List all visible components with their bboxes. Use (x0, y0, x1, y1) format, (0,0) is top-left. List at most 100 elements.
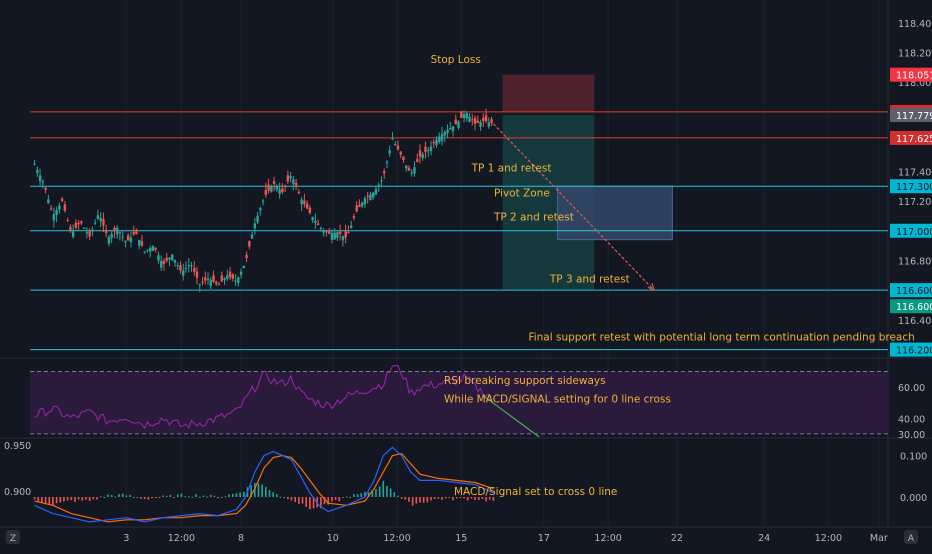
candle-body (250, 234, 254, 239)
rsi-band (30, 371, 888, 434)
candle-body (272, 181, 276, 185)
candle-body (440, 134, 444, 141)
candle-body (245, 254, 248, 259)
chart-annotation[interactable]: TP 1 and retest (471, 162, 552, 174)
time-tick-label: 12:00 (168, 533, 195, 544)
histogram-bar (136, 496, 139, 498)
candle-body (377, 184, 380, 186)
candle-body (138, 239, 141, 246)
candle-body (479, 122, 482, 127)
histogram-bar (485, 497, 487, 502)
candle-body (91, 229, 94, 231)
histogram-bar (309, 497, 311, 510)
candle-body (107, 237, 111, 244)
candle-body (168, 257, 171, 260)
candle-body (484, 115, 488, 122)
candle-body (60, 198, 64, 202)
chart-annotation[interactable]: Stop Loss (431, 54, 481, 66)
rsi-tick-label: 30.00 (898, 430, 925, 441)
candle-body (380, 180, 383, 182)
candle-body (190, 265, 193, 267)
histogram-bar (103, 496, 106, 498)
histogram-bar (63, 497, 65, 502)
auto-scale-button-label: A (908, 534, 915, 544)
histogram-bar (312, 497, 315, 509)
chart-annotation[interactable]: TP 3 and retest (549, 274, 630, 286)
histogram-bar (320, 497, 322, 509)
auto-scale-button[interactable] (904, 530, 918, 544)
histogram-bar (283, 496, 285, 498)
candle-body (347, 232, 350, 234)
time-tick-label: 10 (327, 533, 339, 544)
rsi-tick-label: 60.00 (898, 383, 925, 394)
histogram-bar (55, 497, 58, 504)
candle-body (93, 222, 97, 224)
histogram-bar (349, 497, 352, 498)
rsi-line (34, 364, 492, 430)
price-tick-label: 118.400 (898, 19, 932, 30)
histogram-bar (345, 496, 348, 498)
candle-body (314, 220, 317, 224)
histogram-bar (52, 497, 54, 506)
candle-body (286, 175, 290, 182)
candle-body (449, 127, 452, 130)
histogram-bar (342, 497, 344, 498)
candle-body (36, 169, 39, 174)
time-tick-label: 8 (238, 533, 244, 544)
histogram-bar (463, 497, 465, 499)
candle-body (394, 144, 397, 146)
macd-tick-label: 0.100 (900, 452, 927, 463)
candle-body (217, 284, 221, 286)
candle-body (206, 278, 210, 280)
candle-body (113, 227, 116, 231)
histogram-bar (198, 496, 201, 498)
candle-body (300, 199, 303, 205)
candle-body (115, 227, 119, 235)
rsi-annotation[interactable]: While MACD/SIGNAL setting for 0 line cro… (444, 394, 671, 406)
rsi-trend-line[interactable] (483, 395, 540, 438)
chart-annotation[interactable]: Pivot Zone (494, 188, 550, 200)
candle-body (140, 241, 144, 246)
stop-loss-zone[interactable] (502, 74, 595, 112)
price-tag-label: 116.600 (896, 302, 932, 313)
histogram-bar (459, 497, 462, 498)
candle-body (416, 159, 419, 162)
candle-body (135, 229, 138, 235)
histogram-bar (165, 495, 168, 497)
histogram-bar (191, 496, 194, 498)
candle-body (424, 146, 427, 153)
histogram-bar (99, 496, 102, 498)
candle-body (55, 209, 58, 216)
chart-annotation[interactable]: Final support retest with potential long… (528, 332, 914, 344)
candle-body (374, 189, 378, 195)
candle-body (432, 141, 435, 144)
candle-body (457, 121, 460, 128)
time-axis[interactable] (0, 527, 932, 550)
macd-annotation[interactable]: MACD/Signal set to cross 0 line (454, 486, 617, 498)
histogram-bar (206, 496, 208, 498)
histogram-bar (353, 494, 355, 497)
candle-body (82, 227, 86, 229)
pivot-zone-box[interactable] (557, 185, 673, 241)
timezone-button[interactable] (6, 530, 20, 544)
candle-body (383, 171, 386, 174)
candle-body (336, 232, 339, 238)
rsi-annotation[interactable]: RSI breaking support sideways (444, 375, 606, 387)
candle-body (234, 280, 237, 282)
time-tick-label: 17 (538, 533, 550, 544)
chart-annotation[interactable]: TP 2 and retest (493, 211, 574, 223)
left-tick-label: 0.950 (4, 441, 31, 452)
candle-body (38, 175, 42, 182)
projection-arrow[interactable] (492, 123, 655, 291)
candle-body (333, 232, 336, 240)
candle-body (446, 129, 449, 134)
candle-body (363, 198, 367, 205)
candle-body (71, 231, 75, 237)
price-tag-label: 117.779 (896, 111, 932, 122)
candle-body (325, 231, 328, 233)
histogram-bar (213, 495, 216, 497)
price-tag (890, 130, 932, 145)
candle-body (421, 154, 424, 158)
